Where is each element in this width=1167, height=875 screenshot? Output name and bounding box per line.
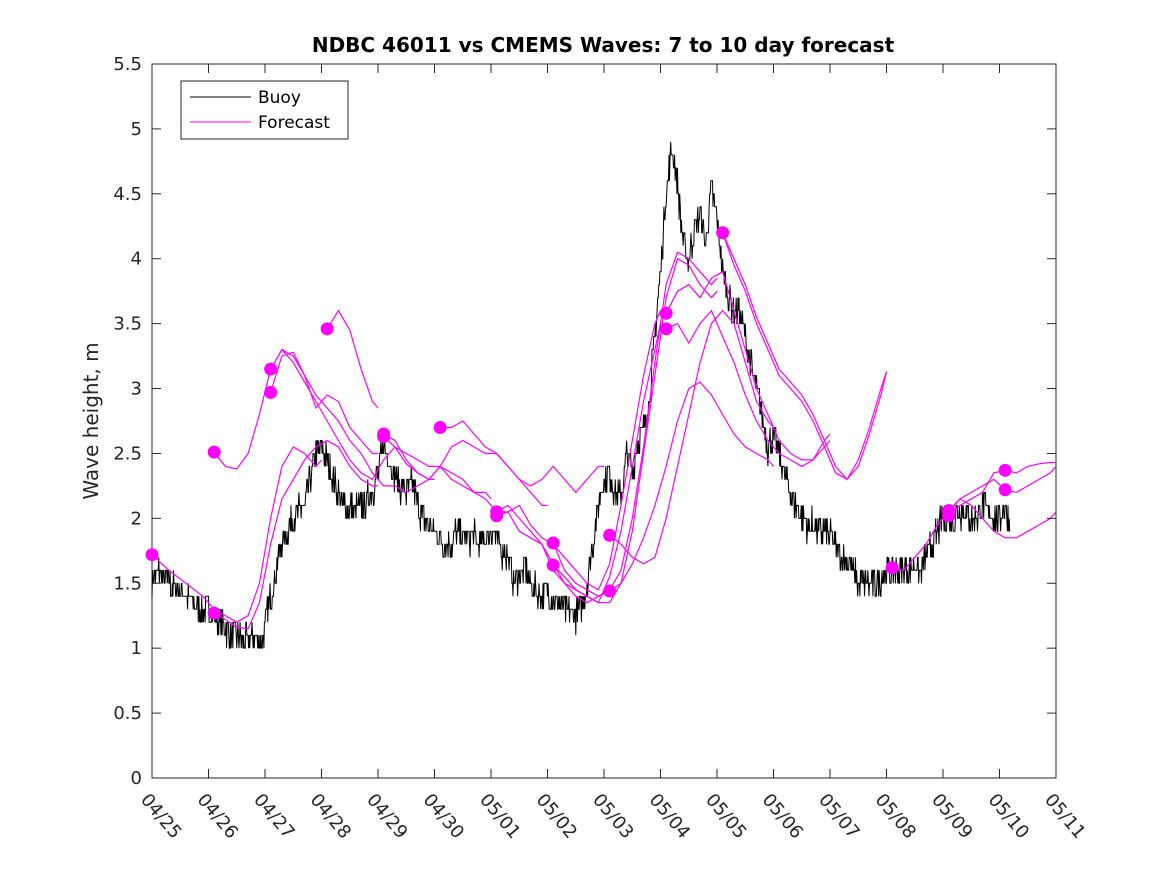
forecast-marker	[377, 430, 391, 444]
y-tick-label: 4	[131, 249, 142, 270]
forecast-marker	[264, 385, 278, 399]
forecast-marker	[207, 445, 221, 459]
forecast-series-line	[270, 348, 492, 500]
plot-area	[151, 63, 1057, 779]
x-tick-label: 04/28	[306, 790, 355, 843]
forecast-series-line	[440, 420, 604, 494]
y-tick-label: 1	[131, 638, 142, 659]
legend-label-buoy: Buoy	[258, 88, 301, 108]
y-tick-label: 4.5	[113, 184, 142, 205]
forecast-series-line	[552, 251, 718, 597]
legend: Buoy Forecast	[180, 80, 349, 140]
x-tick-label: 05/05	[701, 790, 750, 843]
x-tick-label: 05/07	[814, 790, 863, 843]
y-tick-label: 5	[131, 119, 142, 140]
forecast-series-line	[665, 309, 831, 468]
forecast-marker	[145, 548, 159, 562]
x-tick-label: 04/30	[419, 790, 468, 843]
x-tick-label: 05/11	[1040, 790, 1089, 843]
forecast-series-line	[722, 232, 888, 481]
x-tick-label: 04/29	[362, 790, 411, 843]
forecast-marker	[603, 584, 617, 598]
y-tick-label: 3.5	[113, 314, 142, 335]
forecast-marker	[998, 483, 1012, 497]
forecast-series-line	[213, 348, 435, 494]
legend-box	[180, 80, 349, 140]
forecast-marker	[546, 536, 560, 550]
x-tick-label: 05/02	[532, 790, 581, 843]
forecast-series-line	[326, 309, 379, 409]
forecast-marker	[264, 362, 278, 376]
forecast-marker	[320, 322, 334, 336]
chart-title: NDBC 46011 vs CMEMS Waves: 7 to 10 day f…	[312, 33, 895, 57]
x-tick-label: 05/10	[984, 790, 1033, 843]
forecast-series-line	[383, 436, 548, 506]
forecast-series-line	[151, 446, 322, 623]
forecast-marker	[998, 463, 1012, 477]
forecast-series-line	[552, 257, 718, 604]
x-tick-label: 05/08	[871, 790, 920, 843]
forecast-series-line	[609, 309, 774, 565]
forecast-marker	[942, 509, 956, 523]
y-axis: 0 0.5 1 1.5 2 2.5 3 3.5 4 4.5 5 5.5	[113, 54, 1056, 789]
x-tick-label: 04/27	[249, 790, 298, 843]
forecast-series-line	[665, 270, 831, 461]
legend-label-forecast: Forecast	[258, 113, 330, 133]
forecast-marker	[885, 561, 899, 575]
x-tick-label: 05/01	[475, 790, 524, 843]
forecast-series-line	[722, 232, 888, 481]
x-tick-label: 04/25	[136, 790, 185, 843]
y-axis-label: Wave height, m	[79, 342, 103, 499]
y-tick-label: 3	[131, 379, 142, 400]
forecast-marker	[433, 420, 447, 434]
forecast-series-line	[609, 381, 774, 592]
forecast-series-line	[270, 351, 378, 455]
y-tick-label: 2.5	[113, 443, 142, 464]
forecast-marker	[716, 226, 730, 240]
x-tick-label: 04/26	[193, 790, 242, 843]
forecast-series-line	[496, 310, 662, 591]
plot-layer	[145, 141, 1057, 649]
forecast-series-line	[213, 439, 378, 630]
forecast-marker	[207, 606, 221, 620]
forecast-marker	[546, 558, 560, 572]
x-tick-label: 05/09	[927, 790, 976, 843]
y-tick-label: 0	[131, 768, 142, 789]
forecast-marker	[490, 509, 504, 523]
x-tick-label: 05/03	[588, 790, 637, 843]
forecast-series-line	[891, 498, 1057, 571]
y-tick-label: 0.5	[113, 703, 142, 724]
y-tick-label: 1.5	[113, 573, 142, 594]
forecast-marker	[659, 306, 673, 320]
x-tick-label: 05/06	[758, 790, 807, 843]
forecast-marker	[659, 322, 673, 336]
x-tick-label: 05/04	[645, 790, 694, 843]
forecast-marker	[603, 528, 617, 542]
y-tick-label: 5.5	[113, 54, 142, 75]
y-tick-label: 2	[131, 508, 142, 529]
buoy-series-line	[151, 141, 1011, 649]
